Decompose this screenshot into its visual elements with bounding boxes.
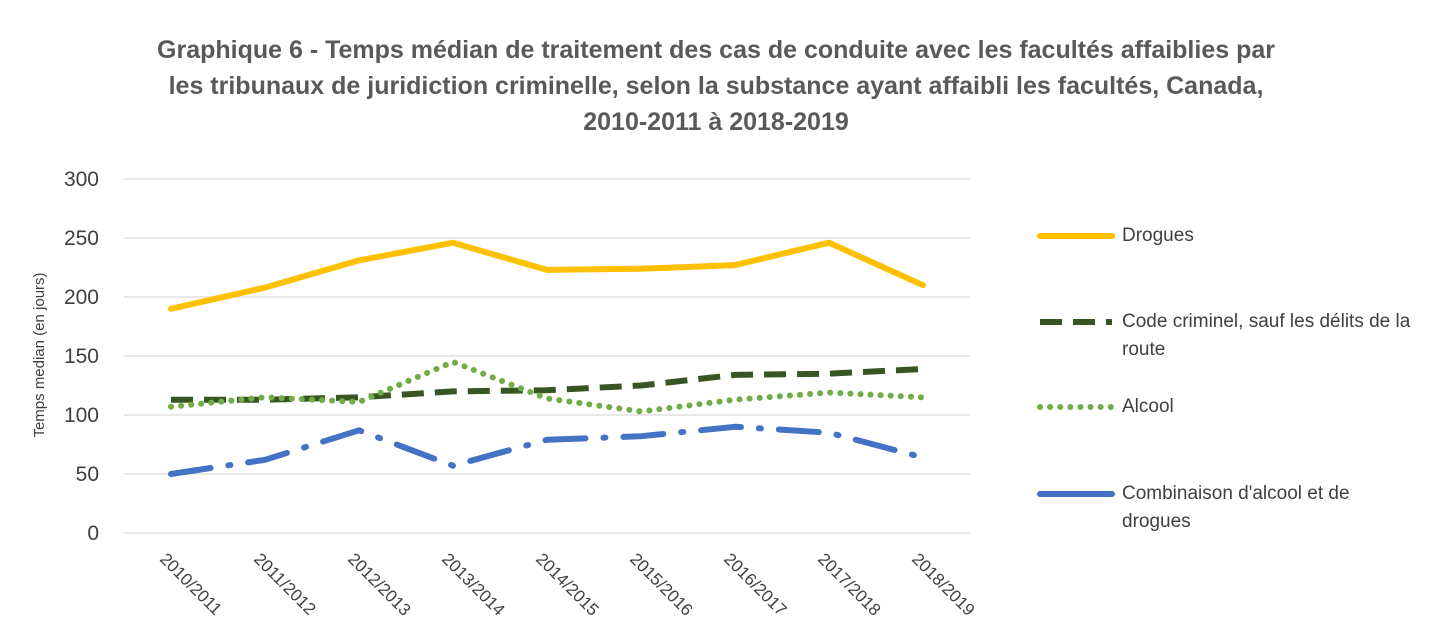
series-line-2 bbox=[168, 358, 926, 415]
legend-swatch bbox=[1037, 233, 1115, 239]
x-tick-label: 2012/2013 bbox=[344, 549, 414, 619]
x-tick-label: 2013/2014 bbox=[438, 549, 508, 619]
x-tick-label: 2017/2018 bbox=[814, 549, 884, 619]
series-line-0 bbox=[168, 239, 926, 312]
x-tick-label: 2016/2017 bbox=[720, 549, 790, 619]
x-tick-label: 2011/2012 bbox=[250, 549, 319, 618]
y-tick-label: 200 bbox=[64, 286, 99, 309]
series-line-1 bbox=[171, 366, 924, 403]
chart-title-line-1: Graphique 6 - Temps médian de traitement… bbox=[157, 36, 1275, 64]
chart-title-line-3: 2010-2011 à 2018-2019 bbox=[583, 108, 849, 136]
y-tick-label: 50 bbox=[76, 463, 99, 486]
legend-swatch bbox=[1037, 404, 1115, 410]
x-tick-label: 2010/2011 bbox=[156, 549, 225, 618]
x-axis-ticks: 2010/2011 2011/2012 2012/2013 2013/2014 2014… bbox=[156, 549, 978, 619]
y-tick-label: 250 bbox=[64, 227, 99, 250]
legend-swatch bbox=[1040, 319, 1112, 325]
chart-title-line-2: les tribunaux de juridiction criminelle,… bbox=[168, 72, 1264, 100]
y-tick-label: 300 bbox=[64, 168, 99, 191]
x-tick-label: 2015/2016 bbox=[626, 549, 696, 619]
legend-swatch bbox=[1037, 491, 1115, 497]
legend-label: Drogues bbox=[1122, 225, 1194, 246]
x-tick-label: 2018/2019 bbox=[908, 549, 978, 619]
y-axis-label: Temps median (en jours) bbox=[31, 272, 48, 437]
y-tick-label: 150 bbox=[64, 345, 99, 368]
series-lines bbox=[168, 239, 926, 477]
legend-label: Combinaison d'alcool et de drogues bbox=[1122, 483, 1350, 532]
legend-label: Alcool bbox=[1122, 396, 1174, 417]
y-axis-ticks: 0 50 100 150 200 250 300 bbox=[64, 168, 99, 545]
y-tick-label: 0 bbox=[87, 522, 99, 545]
x-tick-label: 2014/2015 bbox=[532, 549, 602, 619]
chart-title: Graphique 6 - Temps médian de traitement… bbox=[0, 32, 1432, 140]
y-tick-label: 100 bbox=[64, 404, 99, 427]
gridlines bbox=[124, 178, 970, 534]
legend-label: Code criminel, sauf les délits de la rou… bbox=[1122, 311, 1411, 360]
series-line-3 bbox=[168, 423, 926, 477]
